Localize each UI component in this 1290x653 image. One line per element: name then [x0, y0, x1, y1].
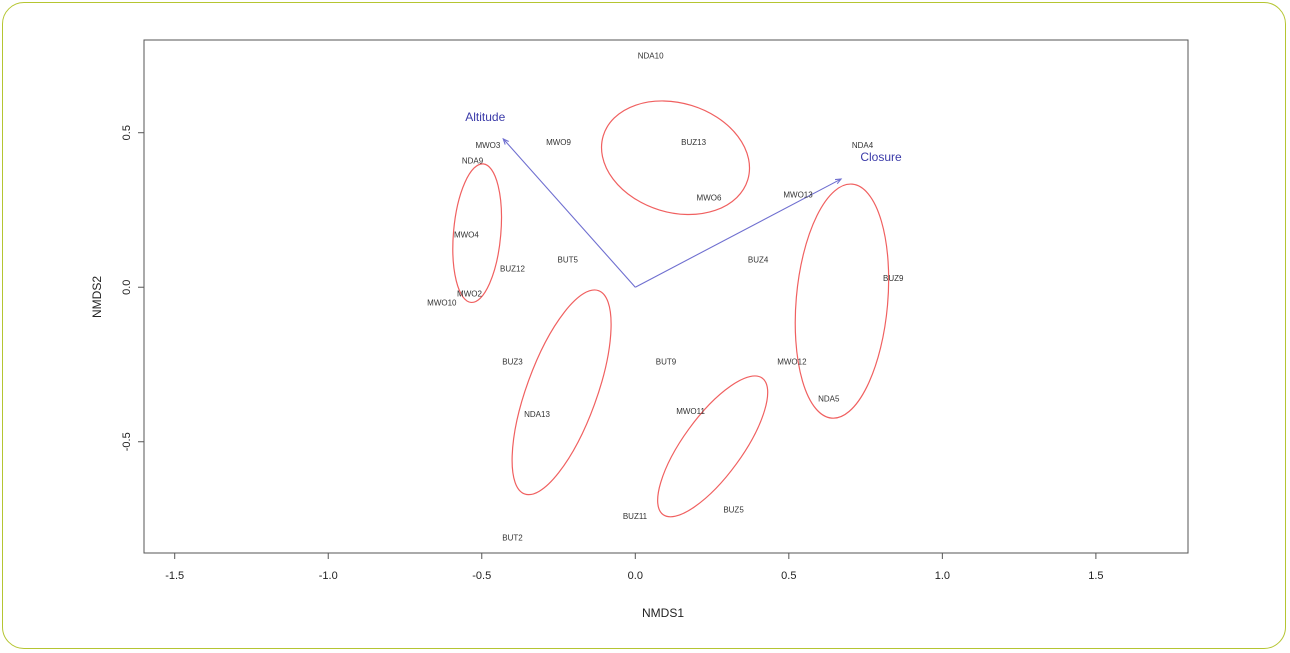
group-ellipse	[452, 163, 503, 304]
site-point-label: BUZ3	[502, 357, 523, 366]
plot-area-border	[143, 39, 1189, 554]
site-point-label: BUZ13	[681, 138, 706, 147]
x-tick-label: -1.0	[319, 570, 338, 582]
site-point-label: MWO6	[697, 194, 722, 203]
site-point-label: BUT9	[656, 357, 677, 366]
x-tick-label: 0.5	[781, 570, 796, 582]
site-point-label: NDA5	[818, 394, 840, 403]
site-point-label: NDA13	[524, 410, 550, 419]
site-point-label: NDA9	[462, 157, 484, 166]
site-point-label: BUZ11	[623, 512, 648, 521]
site-point-label: BUT5	[558, 255, 579, 264]
site-point-label: BUT2	[502, 534, 523, 543]
site-point-label: NDA4	[852, 141, 874, 150]
group-ellipse	[657, 375, 769, 518]
x-tick-label: -1.5	[165, 570, 184, 582]
site-point-label: MWO11	[676, 407, 705, 416]
vector-label: Altitude	[465, 110, 505, 124]
site-point-label: MWO10	[427, 299, 457, 308]
site-point-label: MWO3	[475, 141, 500, 150]
vector-arrowhead	[834, 178, 843, 185]
x-tick-label: 1.0	[935, 570, 950, 582]
group-ellipse	[600, 100, 751, 216]
vector-arrowhead	[502, 137, 509, 145]
site-point-label: MWO2	[457, 289, 482, 298]
site-point-label: MWO4	[454, 231, 479, 240]
x-tick-label: 1.5	[1088, 570, 1103, 582]
y-tick-label: 0.0	[121, 280, 133, 295]
y-tick-label: 0.5	[121, 125, 133, 140]
group-ellipse	[794, 183, 890, 419]
group-ellipses	[452, 100, 890, 518]
site-point-label: BUZ9	[883, 274, 904, 283]
x-axis-title: NMDS1	[642, 606, 684, 620]
env-vectors: Altitude Closure	[465, 110, 902, 288]
site-labels: NDA10 BUZ13 MWO9 MWO3 NDA9 NDA4 MWO6 MWO13 MWO4 B…	[427, 51, 904, 542]
x-tick-label: 0.0	[628, 570, 643, 582]
x-tick-label: -0.5	[472, 570, 491, 582]
vector-label: Closure	[860, 150, 902, 164]
y-axis-title: NMDS2	[90, 276, 104, 318]
site-point-label: MWO12	[777, 357, 807, 366]
site-point-label: MWO9	[546, 138, 571, 147]
site-point-label: BUZ4	[748, 255, 769, 264]
y-axis: -0.5 0.0 0.5	[121, 125, 144, 451]
x-axis: -1.5 -1.0 -0.5 0.0 0.5 1.0 1.5	[165, 553, 1104, 582]
site-point-label: NDA10	[638, 51, 664, 60]
group-ellipse	[511, 289, 612, 496]
site-point-label: MWO13	[783, 191, 813, 200]
y-tick-label: -0.5	[121, 432, 133, 451]
site-point-label: BUZ12	[500, 265, 525, 274]
vector-arrow	[502, 138, 636, 288]
site-point-label: BUZ5	[723, 506, 744, 515]
vector-arrow	[635, 178, 842, 288]
